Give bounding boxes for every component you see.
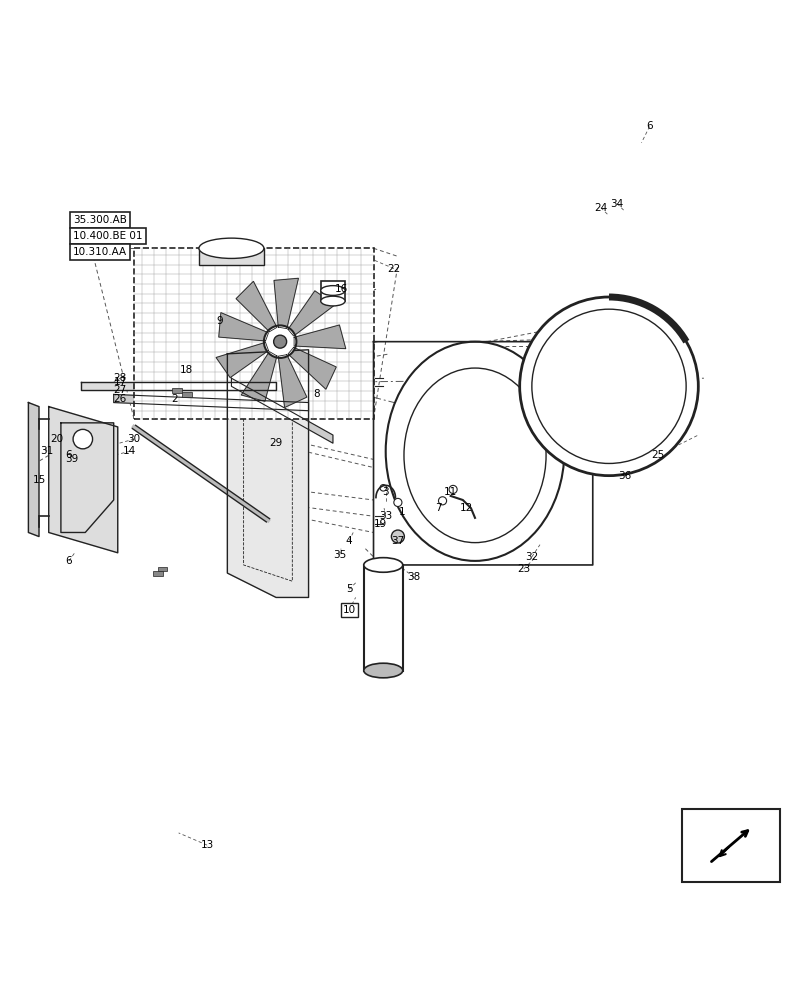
Text: 29: 29 xyxy=(269,438,282,448)
Bar xyxy=(172,388,182,393)
Text: 22: 22 xyxy=(387,264,400,274)
Text: 31: 31 xyxy=(41,446,54,456)
Polygon shape xyxy=(241,352,277,401)
Text: 15: 15 xyxy=(32,475,45,485)
Text: 1: 1 xyxy=(398,507,405,517)
Text: 12: 12 xyxy=(460,503,473,513)
Text: 39: 39 xyxy=(65,454,78,464)
Bar xyxy=(182,392,191,397)
Text: 5: 5 xyxy=(345,584,352,594)
Circle shape xyxy=(448,485,457,494)
Ellipse shape xyxy=(199,238,264,258)
Polygon shape xyxy=(294,325,345,349)
Text: 6: 6 xyxy=(66,556,72,566)
Circle shape xyxy=(519,297,697,476)
Text: 21: 21 xyxy=(87,251,100,261)
Polygon shape xyxy=(49,407,118,553)
Polygon shape xyxy=(61,423,114,532)
Text: 11: 11 xyxy=(444,487,457,497)
Bar xyxy=(363,565,402,671)
Polygon shape xyxy=(278,355,307,407)
Text: 36: 36 xyxy=(618,471,631,481)
Text: 25: 25 xyxy=(650,450,663,460)
Polygon shape xyxy=(231,378,333,443)
Text: 4: 4 xyxy=(345,536,352,546)
Text: 23: 23 xyxy=(517,564,530,574)
Text: 17: 17 xyxy=(114,377,127,387)
Text: 24: 24 xyxy=(594,203,607,213)
Polygon shape xyxy=(288,347,336,389)
Text: 26: 26 xyxy=(114,393,127,403)
Text: 2: 2 xyxy=(171,393,178,403)
Text: 10.400.BE 01: 10.400.BE 01 xyxy=(73,231,143,241)
Ellipse shape xyxy=(363,663,402,678)
Polygon shape xyxy=(273,278,298,329)
Text: 33: 33 xyxy=(379,511,392,521)
Text: 18: 18 xyxy=(180,365,193,375)
Bar xyxy=(681,809,779,882)
Bar xyxy=(153,571,163,576)
Circle shape xyxy=(393,498,401,506)
Circle shape xyxy=(531,309,685,463)
Bar xyxy=(157,567,167,571)
Text: 10.310.AA: 10.310.AA xyxy=(73,247,127,257)
Polygon shape xyxy=(227,350,308,597)
Polygon shape xyxy=(218,313,268,341)
Text: 13: 13 xyxy=(200,840,213,850)
Ellipse shape xyxy=(320,296,345,306)
Text: 14: 14 xyxy=(123,446,136,456)
Circle shape xyxy=(438,497,446,505)
Circle shape xyxy=(264,325,296,358)
Bar xyxy=(134,248,373,419)
Text: 27: 27 xyxy=(114,385,127,395)
Text: 32: 32 xyxy=(525,552,538,562)
Ellipse shape xyxy=(363,558,402,572)
Polygon shape xyxy=(114,394,308,411)
Bar xyxy=(320,281,345,301)
Polygon shape xyxy=(288,291,334,336)
Text: 19: 19 xyxy=(373,519,386,529)
Text: 38: 38 xyxy=(407,572,420,582)
Text: 8: 8 xyxy=(313,389,320,399)
Text: 30: 30 xyxy=(127,434,140,444)
Text: 3: 3 xyxy=(382,487,388,497)
Text: 20: 20 xyxy=(50,434,63,444)
Text: 10: 10 xyxy=(342,605,355,615)
Circle shape xyxy=(380,485,386,491)
Ellipse shape xyxy=(403,368,545,543)
Bar xyxy=(199,248,264,265)
Circle shape xyxy=(73,429,92,449)
Circle shape xyxy=(273,335,286,348)
Text: 35: 35 xyxy=(333,550,345,560)
Text: 16: 16 xyxy=(334,284,347,294)
Text: 7: 7 xyxy=(435,503,441,513)
Ellipse shape xyxy=(320,286,345,295)
Text: 37: 37 xyxy=(391,536,404,546)
Polygon shape xyxy=(81,382,276,390)
Text: 9: 9 xyxy=(216,316,222,326)
Text: 34: 34 xyxy=(610,199,623,209)
Text: 28: 28 xyxy=(114,373,127,383)
Polygon shape xyxy=(236,281,277,332)
Text: 6: 6 xyxy=(646,121,652,131)
Text: 35.300.AB: 35.300.AB xyxy=(73,215,127,225)
Ellipse shape xyxy=(385,342,564,561)
Polygon shape xyxy=(28,403,39,537)
Polygon shape xyxy=(216,342,268,378)
Circle shape xyxy=(391,530,404,543)
Text: 6: 6 xyxy=(66,450,72,460)
